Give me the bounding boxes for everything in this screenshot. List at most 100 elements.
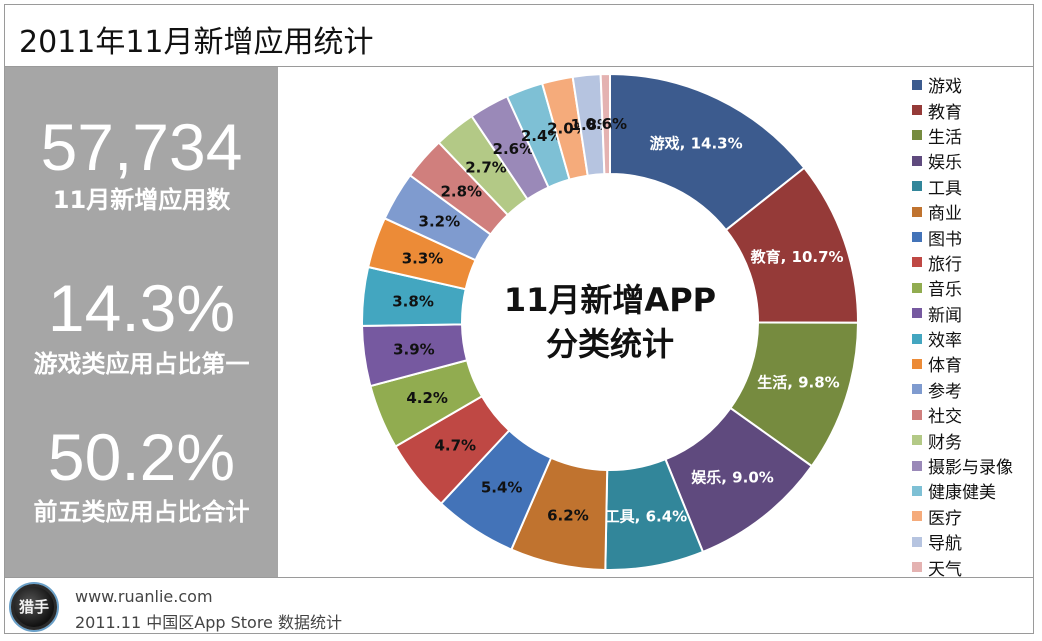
slice-label-15: 2.6%	[493, 140, 535, 158]
legend-label: 健康健美	[928, 483, 996, 504]
page-title: 2011年11月新增应用统计	[19, 25, 374, 60]
slice-label-1: 教育, 10.7%	[750, 248, 844, 266]
legend-label: 导航	[928, 534, 962, 555]
legend-swatch	[912, 536, 922, 547]
slice-label-17: 2.0%	[547, 120, 589, 138]
legend-swatch	[912, 181, 922, 192]
legend-label: 摄影与录像	[928, 458, 1013, 479]
slice-label-5: 6.2%	[547, 506, 589, 524]
legend-item-4: 工具	[912, 174, 1032, 199]
legend-item-14: 财务	[912, 427, 1032, 453]
center-title-line-0: 11月新增APP	[504, 281, 716, 319]
slice-label-8: 4.2%	[406, 389, 448, 407]
slice-label-0: 游戏, 14.3%	[650, 135, 743, 153]
legend-swatch	[912, 105, 922, 116]
slide-frame	[4, 4, 1034, 634]
legend-swatch	[912, 130, 922, 141]
legend-item-19: 天气	[912, 554, 1032, 580]
legend-item-8: 音乐	[912, 275, 1032, 300]
slice-label-6: 5.4%	[481, 479, 523, 497]
legend-label: 社交	[928, 407, 962, 428]
legend-item-15: 摄影与录像	[912, 453, 1032, 478]
legend-label: 游戏	[928, 77, 962, 98]
legend-swatch	[912, 384, 922, 395]
logo: 猎手	[11, 584, 57, 630]
legend-swatch	[912, 511, 922, 522]
legend-item-0: 游戏	[912, 72, 1032, 97]
legend-label: 教育	[928, 102, 962, 123]
stats-panel: 57,734 11月新增应用数 14.3% 游戏类应用占比第一 50.2% 前五…	[5, 67, 278, 577]
legend-item-6: 图书	[912, 224, 1032, 250]
legend-swatch	[912, 562, 922, 573]
legend-label: 工具	[928, 178, 962, 199]
legend-item-2: 生活	[912, 123, 1032, 148]
legend-swatch	[912, 206, 922, 217]
slice-label-13: 2.8%	[440, 182, 482, 200]
legend-swatch	[912, 308, 922, 319]
legend-label: 生活	[928, 127, 962, 148]
legend-label: 天气	[928, 559, 962, 580]
legend-label: 旅行	[928, 254, 962, 275]
legend-swatch	[912, 358, 922, 369]
legend-swatch	[912, 155, 922, 166]
slice-19	[599, 72, 611, 176]
legend-label: 商业	[928, 204, 962, 225]
legend-swatch	[912, 435, 922, 446]
legend-label: 新闻	[928, 305, 962, 326]
legend-label: 财务	[928, 432, 962, 453]
legend-swatch	[912, 257, 922, 268]
legend-item-7: 旅行	[912, 250, 1032, 275]
legend-swatch	[912, 460, 922, 471]
footer-url: www.ruanlie.com	[75, 587, 213, 606]
legend-item-18: 导航	[912, 529, 1032, 554]
legend-label: 图书	[928, 229, 962, 250]
legend-item-3: 娱乐	[912, 148, 1032, 173]
donut-chart-svg: 游戏, 14.3% 教育, 10.7% 生活, 9.8% 娱乐, 9.0% 工具, 6.…	[361, 72, 860, 571]
stat-label-new-apps: 11月新增应用数	[52, 186, 231, 214]
slice-label-7: 4.7%	[434, 437, 476, 455]
legend-label: 体育	[928, 356, 962, 377]
footer-subtitle: 2011.11 中国区App Store 数据统计	[75, 613, 342, 632]
legend-item-10: 效率	[912, 326, 1032, 351]
legend-label: 效率	[928, 331, 962, 352]
slice-label-3: 娱乐, 9.0%	[691, 469, 774, 487]
slice-label-16: 2.4%	[521, 127, 563, 145]
legend-label: 音乐	[928, 280, 962, 301]
slice-label-14: 2.7%	[465, 159, 507, 177]
legend-item-9: 新闻	[912, 301, 1032, 326]
legend-swatch	[912, 232, 922, 243]
slice-label-10: 3.8%	[392, 292, 434, 310]
legend-swatch	[912, 79, 922, 90]
center-title-line-1: 分类统计	[546, 325, 674, 363]
legend-swatch	[912, 333, 922, 344]
stat-value-new-apps: 57,734	[40, 110, 243, 184]
stat-value-top5-share: 50.2%	[47, 420, 236, 494]
footer: 猎手 www.ruanlie.com 2011.11 中国区App Store …	[5, 577, 1033, 633]
slice-label-2: 生活, 9.8%	[757, 374, 840, 392]
slice-label-12: 3.2%	[419, 213, 461, 231]
legend-swatch	[912, 485, 922, 496]
legend-item-12: 参考	[912, 377, 1032, 402]
stat-label-top5-share: 前五类应用占比合计	[33, 498, 250, 526]
slice-label-19: 0.6%	[585, 115, 627, 133]
legend-item-17: 医疗	[912, 504, 1032, 529]
stat-value-games-share: 14.3%	[47, 271, 236, 345]
legend-item-1: 教育	[912, 97, 1032, 123]
slice-label-11: 3.3%	[402, 249, 444, 267]
legend-item-16: 健康健美	[912, 478, 1032, 503]
legend-item-13: 社交	[912, 402, 1032, 427]
chart-legend: 游戏教育生活娱乐工具商业图书旅行音乐新闻效率体育参考社交财务摄影与录像健康健美医…	[912, 72, 1032, 580]
legend-label: 娱乐	[928, 153, 962, 174]
stat-label-games-share: 游戏类应用占比第一	[33, 350, 250, 378]
title-bar: 2011年11月新增应用统计	[5, 5, 1033, 67]
legend-label: 医疗	[928, 508, 962, 529]
slice-label-4: 工具, 6.4%	[605, 508, 688, 526]
donut-chart: 游戏, 14.3% 教育, 10.7% 生活, 9.8% 娱乐, 9.0% 工具, 6.…	[278, 67, 903, 577]
slice-label-9: 3.9%	[393, 340, 435, 358]
legend-item-11: 体育	[912, 351, 1032, 376]
legend-swatch	[912, 282, 922, 293]
legend-swatch	[912, 409, 922, 420]
legend-item-5: 商业	[912, 199, 1032, 224]
legend-label: 参考	[928, 381, 962, 402]
logo-text: 猎手	[18, 598, 49, 616]
